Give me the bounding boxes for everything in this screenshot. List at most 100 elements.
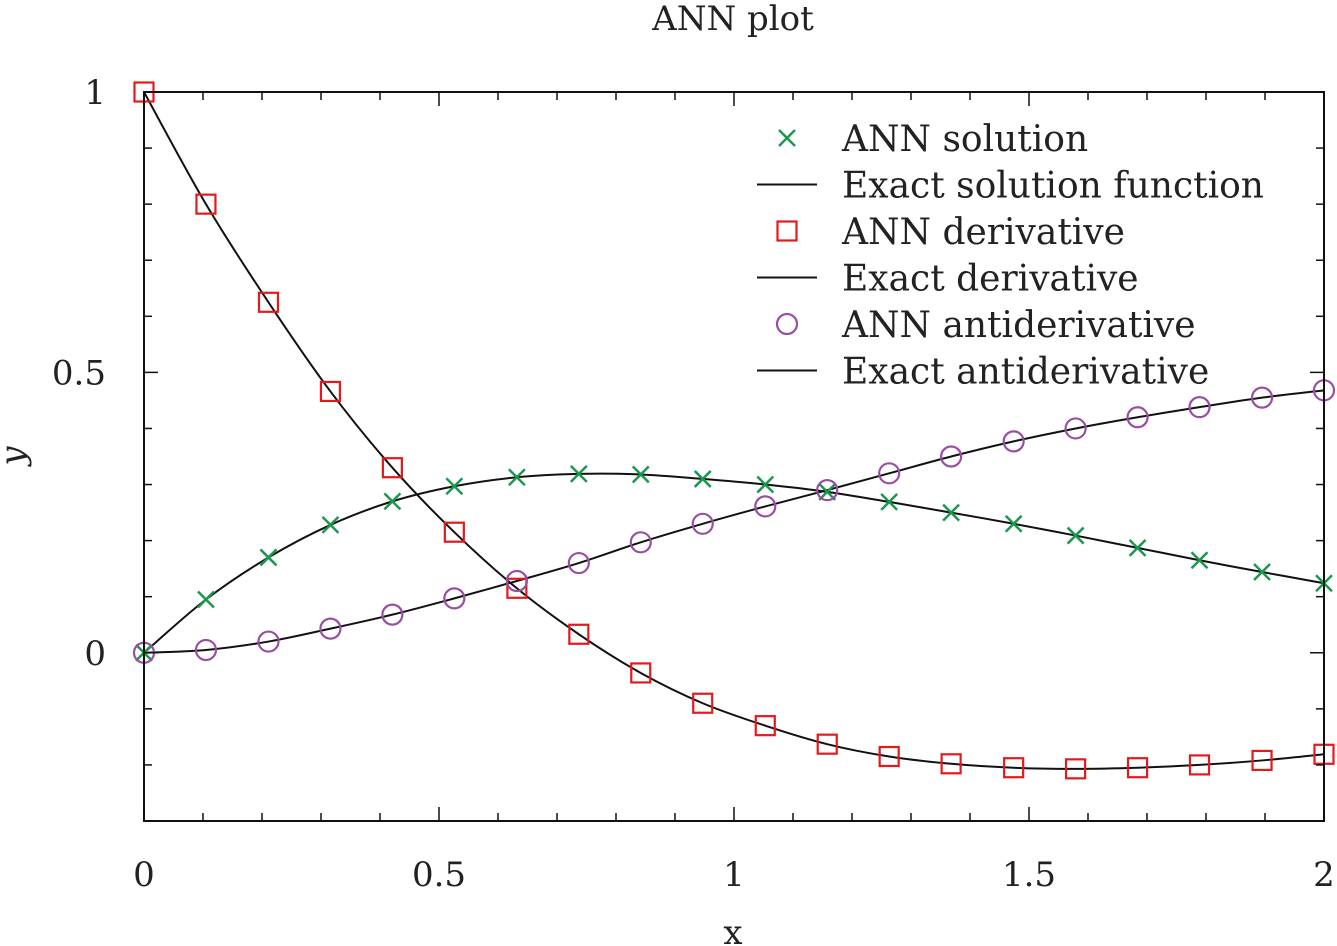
- y-axis-label: y: [0, 446, 33, 468]
- cross-stroke: [383, 492, 402, 511]
- data-point-square: [940, 753, 962, 775]
- y-tick-label: 1: [84, 73, 106, 113]
- x-tick-label: 2: [1313, 855, 1335, 895]
- series-line-exact-solution-function: [143, 472, 1325, 654]
- data-point-square: [443, 521, 465, 543]
- cross-stroke: [880, 493, 899, 511]
- data-point-cross: [942, 503, 961, 522]
- cross-stroke: [1190, 551, 1209, 570]
- cross-stroke: [631, 465, 650, 484]
- cross-stroke: [818, 482, 837, 501]
- plot-curves: [143, 91, 1325, 770]
- data-point-circle: [816, 479, 839, 502]
- data-point-circle: [194, 638, 218, 662]
- data-point-cross: [693, 470, 712, 488]
- data-point-cross: [1128, 539, 1147, 557]
- legend-label: Exact derivative: [842, 259, 1139, 300]
- data-point-cross: [1253, 563, 1271, 581]
- data-point-square: [816, 733, 838, 755]
- data-point-circle: [1250, 386, 1274, 409]
- x-tick-label: 1.5: [1002, 855, 1056, 895]
- data-point-cross: [1190, 551, 1209, 570]
- data-point-cross: [756, 475, 775, 494]
- cross-stroke: [756, 475, 775, 494]
- cross-stroke: [569, 464, 588, 483]
- x-axis-ticks: 0 0.5 1 1.5 2: [133, 92, 1335, 895]
- data-point-cross: [818, 482, 837, 501]
- data-point-cross: [631, 465, 650, 484]
- y-axis-ticks: 00.51: [52, 73, 1324, 822]
- legend-label: ANN antiderivative: [841, 305, 1196, 346]
- legend-label: ANN solution: [841, 119, 1088, 160]
- series-line-exact-antiderivative: [143, 389, 1325, 654]
- data-point-square: [630, 662, 652, 684]
- chart-title: ANN plot: [651, 0, 814, 39]
- data-point-square: [1251, 749, 1273, 772]
- legend-label: Exact antiderivative: [842, 352, 1209, 393]
- cross-stroke: [1004, 514, 1023, 533]
- data-point-square: [257, 291, 280, 313]
- data-point-circle: [691, 512, 714, 535]
- legend-label: ANN derivative: [841, 212, 1125, 253]
- legend-label: Exact solution function: [842, 166, 1264, 207]
- data-point-square: [1188, 754, 1211, 776]
- data-point-circle: [1126, 406, 1149, 429]
- data-point-circle: [1002, 430, 1025, 453]
- data-point-cross: [569, 464, 588, 483]
- data-point-circle: [1188, 396, 1211, 419]
- data-point-square: [1126, 757, 1149, 779]
- data-point-circle: [381, 603, 404, 626]
- cross-stroke: [1128, 539, 1147, 557]
- data-point-square: [692, 692, 714, 714]
- data-point-square: [381, 457, 403, 479]
- cross-stroke: [445, 477, 464, 496]
- legend-swatch-circle: [775, 312, 799, 336]
- cross-stroke: [321, 516, 340, 534]
- cross-stroke: [197, 590, 215, 609]
- x-tick-label: 0.5: [412, 855, 466, 895]
- cross-stroke: [778, 129, 796, 147]
- data-point-square: [568, 623, 590, 645]
- plot-markers: [132, 81, 1336, 780]
- data-point-cross: [259, 548, 278, 567]
- data-point-square: [319, 380, 342, 403]
- data-point-square: [754, 715, 776, 737]
- cross-stroke: [693, 470, 712, 488]
- x-tick-label: 1: [723, 855, 745, 895]
- cross-stroke: [507, 468, 526, 487]
- data-point-circle: [878, 462, 901, 485]
- x-tick-label: 0: [133, 855, 155, 895]
- cross-stroke: [942, 503, 961, 522]
- data-point-circle: [443, 587, 466, 610]
- data-point-cross: [1004, 514, 1023, 533]
- data-point-circle: [567, 551, 590, 575]
- x-axis-label: x: [723, 913, 742, 946]
- data-point-circle: [940, 445, 963, 468]
- data-point-square: [506, 577, 528, 599]
- data-point-square: [1003, 757, 1025, 779]
- data-point-circle: [257, 630, 280, 653]
- cross-stroke: [259, 548, 278, 567]
- cross-stroke: [1066, 526, 1085, 545]
- cross-stroke: [1253, 563, 1271, 581]
- data-point-cross: [321, 516, 340, 534]
- legend: ANN solution Exact solution function ANN d…: [757, 119, 1264, 393]
- data-point-circle: [505, 569, 528, 593]
- data-point-circle: [754, 495, 777, 518]
- data-point-cross: [197, 590, 215, 609]
- data-point-cross: [1066, 526, 1085, 545]
- data-point-square: [878, 745, 900, 768]
- series-line-exact-derivative: [143, 91, 1325, 770]
- data-point-cross: [507, 468, 526, 487]
- y-tick-label: 0.5: [52, 353, 106, 393]
- legend-swatch-cross: [778, 129, 796, 147]
- data-point-cross: [383, 492, 402, 511]
- data-point-circle: [629, 531, 652, 554]
- data-point-square: [195, 193, 217, 215]
- y-tick-label: 0: [84, 634, 106, 674]
- data-point-cross: [445, 477, 464, 496]
- data-point-circle: [319, 617, 342, 640]
- legend-swatch-square: [776, 220, 798, 242]
- data-point-square: [1065, 758, 1087, 780]
- data-point-cross: [880, 493, 899, 511]
